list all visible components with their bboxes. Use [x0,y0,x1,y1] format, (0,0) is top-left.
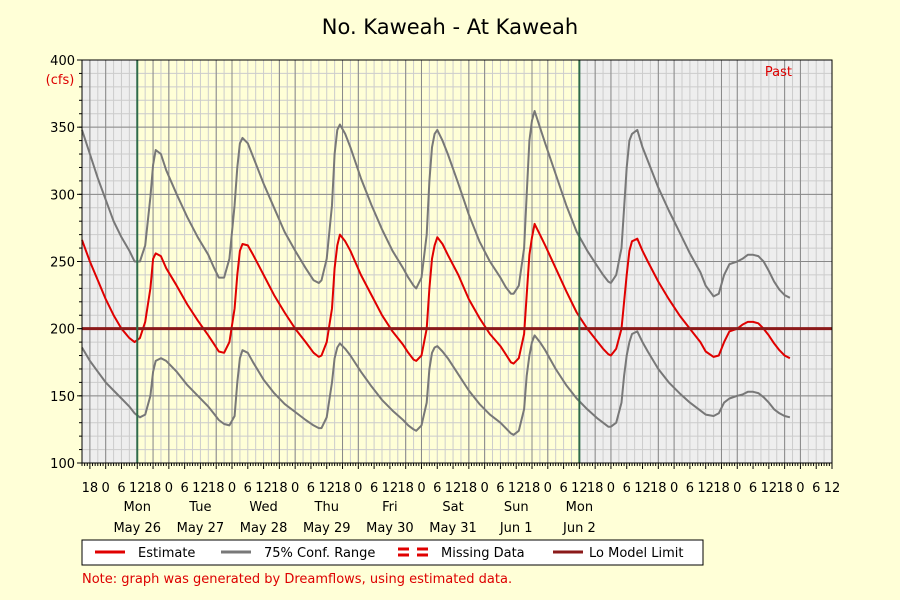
x-hour-label: 18 [461,481,478,496]
x-hour-label: 0 [796,481,804,496]
y-tick-label: 200 [50,323,75,338]
x-hour-label: 18 [208,481,225,496]
x-hour-label: 18 [524,481,541,496]
legend-box [81,539,704,566]
x-hour-label: 6 [180,481,188,496]
x-hour-label: 0 [228,481,236,496]
x-hour-label: 12 [761,481,778,496]
x-date-label: May 30 [366,521,414,536]
x-hour-label: 0 [291,481,299,496]
x-hour-label: 0 [480,481,488,496]
x-date-label: May 29 [303,521,351,536]
x-hour-label: 0 [670,481,678,496]
y-tick-label: 350 [50,121,75,136]
x-hour-label: 6 [244,481,252,496]
series-line [81,222,791,365]
footnote: Note: graph was generated by Dreamflows,… [82,572,512,587]
x-hour-label: 12 [697,481,714,496]
y-tick-label: 150 [50,390,75,405]
x-hour-label: 6 [686,481,694,496]
x-weekday-label: Mon [566,500,593,515]
plot-area [81,59,833,464]
x-hour-label: 18 [713,481,730,496]
x-hour-label: 18 [587,481,604,496]
x-weekday-label: Sun [504,500,529,515]
x-hour-label: 18 [776,481,793,496]
x-hour-label: 6 [307,481,315,496]
x-hour-label: 18 [397,481,414,496]
x-hour-label: 6 [623,481,631,496]
x-hour-label: 0 [607,481,615,496]
x-hour-label: 0 [102,481,110,496]
x-hour-label: 6 [812,481,820,496]
x-hour-label: 0 [733,481,741,496]
x-hour-label: 12 [824,481,841,496]
y-tick-label: 250 [50,256,75,271]
x-date-label: May 26 [113,521,161,536]
x-hour-label: 12 [382,481,399,496]
x-date-label: May 28 [240,521,288,536]
y-tick-label: 400 [50,54,75,69]
past-label: Past [765,65,792,80]
x-date-label: Jun 1 [499,521,533,536]
x-hour-label: 12 [255,481,272,496]
x-hour-label: 18 [82,481,99,496]
x-hour-label: 12 [129,481,146,496]
series-line [81,330,791,436]
x-hour-label: 18 [271,481,288,496]
legend-label: 75% Conf. Range [264,546,375,561]
x-hour-label: 0 [354,481,362,496]
x-weekday-label: Sat [442,500,463,515]
x-hour-label: 18 [145,481,162,496]
y-unit-label: (cfs) [46,73,75,88]
x-hour-label: 6 [433,481,441,496]
legend: Estimate 75% Conf. Range Missing Data Lo Mo… [81,539,704,566]
x-hour-label: 18 [334,481,351,496]
x-hour-label: 18 [650,481,667,496]
x-date-label: May 31 [429,521,477,536]
x-hour-label: 0 [544,481,552,496]
x-hour-label: 6 [496,481,504,496]
x-date-label: May 27 [177,521,225,536]
x-weekday-label: Tue [188,500,211,515]
y-tick-label: 100 [50,457,75,472]
x-hour-label: 6 [117,481,125,496]
x-hour-label: 6 [559,481,567,496]
x-hour-label: 6 [749,481,757,496]
x-weekday-label: Thu [314,500,339,515]
series-line [81,110,791,299]
x-hour-label: 6 [370,481,378,496]
legend-label: Estimate [138,546,195,561]
x-hour-label: 12 [571,481,588,496]
x-hour-label: 12 [634,481,651,496]
legend-label: Lo Model Limit [589,546,684,561]
legend-label: Missing Data [441,546,525,561]
x-hour-label: 12 [508,481,525,496]
x-hour-label: 12 [318,481,335,496]
x-hour-label: 12 [445,481,462,496]
x-date-label: Jun 2 [562,521,596,536]
x-hour-label: 0 [165,481,173,496]
y-tick-label: 300 [50,188,75,203]
x-weekday-label: Mon [124,500,151,515]
x-weekday-label: Wed [249,500,277,515]
x-hour-label: 12 [192,481,209,496]
chart-title: No. Kaweah - At Kaweah [322,15,578,39]
x-hour-label: 0 [417,481,425,496]
x-weekday-label: Fri [382,500,398,515]
